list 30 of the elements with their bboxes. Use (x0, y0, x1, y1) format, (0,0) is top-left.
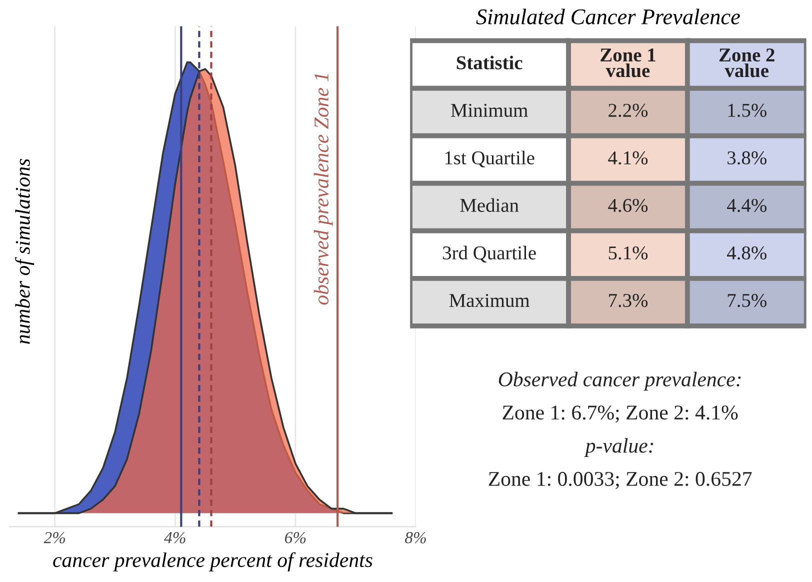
text: 7.3% (609, 294, 648, 308)
category-label: Median (460, 198, 519, 212)
text: 4.1% (608, 151, 648, 165)
text: 1.5% (728, 104, 766, 117)
text: 4.8% (727, 246, 766, 260)
x-tick-label: 6% (285, 532, 306, 544)
text: Zone 1: 0.0033; Zone 2: 0.6527 (488, 472, 752, 489)
x-tick-label: 2% (44, 532, 66, 544)
category-label: Maximum (449, 294, 530, 308)
text: Observed cancer prevalence: (498, 372, 741, 391)
text: 4.6% (608, 198, 648, 212)
category-label: Zone 1 value (600, 48, 656, 78)
text: p-value: (584, 438, 654, 458)
text: 7.5% (728, 294, 766, 308)
category-label: 1st Quartile (445, 150, 534, 168)
category-label: Statistic (456, 56, 522, 70)
category-label: Zone 2 value (719, 48, 774, 78)
text: Zone 1: 6.7%; Zone 2: 4.1% (502, 406, 738, 423)
y-axis-title: number of simulations (15, 158, 34, 344)
text: Simulated Cancer Prevalence (476, 8, 740, 24)
text: 3.8% (728, 151, 766, 165)
category-label: 3rd Quartile (442, 246, 536, 262)
text: 4.4% (727, 198, 766, 212)
text: 5.1% (608, 246, 648, 260)
ref-line-label: observed prevalence Zone 1 (314, 74, 333, 305)
x-tick-label: 8% (404, 532, 426, 544)
x-axis-title: cancer prevalence percent of residents (53, 552, 372, 572)
text: 2.2% (608, 104, 648, 117)
category-label: Minimum (450, 104, 528, 117)
x-tick-label: 4% (164, 532, 186, 544)
